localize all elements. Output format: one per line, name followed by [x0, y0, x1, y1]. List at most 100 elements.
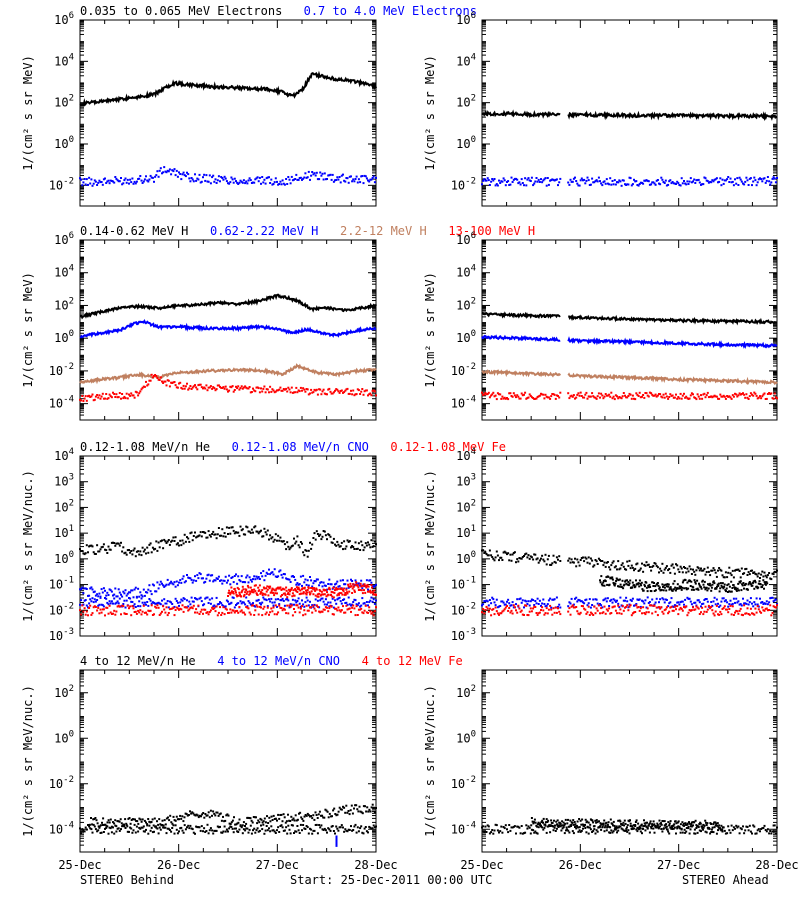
data-point	[301, 599, 303, 602]
data-point	[303, 827, 306, 830]
data-point	[187, 173, 190, 176]
data-point	[727, 611, 730, 614]
data-point	[754, 581, 757, 584]
data-point	[254, 605, 257, 608]
data-point	[230, 176, 233, 179]
data-point	[533, 605, 536, 608]
data-point	[181, 599, 184, 602]
data-point	[627, 606, 630, 609]
data-point	[88, 394, 91, 397]
data-point	[373, 390, 376, 393]
data-point	[195, 825, 198, 828]
data-point	[235, 610, 237, 613]
data-point	[502, 177, 505, 180]
data-point	[143, 601, 146, 604]
data-point	[694, 582, 697, 585]
data-point	[326, 393, 328, 396]
data-point	[352, 546, 355, 548]
data-point	[274, 604, 277, 607]
data-point	[644, 179, 647, 182]
data-point	[375, 825, 377, 828]
data-point	[286, 832, 289, 835]
data-point	[116, 542, 119, 545]
data-point	[569, 602, 572, 605]
data-point	[102, 587, 105, 590]
data-point	[168, 385, 171, 388]
data-point	[614, 600, 617, 603]
data-point	[646, 596, 649, 599]
data-point	[597, 557, 600, 560]
data-point	[327, 587, 330, 590]
data-point	[772, 605, 775, 608]
data-point	[326, 606, 328, 609]
data-point	[287, 591, 290, 594]
data-point	[726, 591, 729, 593]
data-point	[542, 598, 545, 601]
data-point	[318, 584, 321, 587]
data-point	[499, 605, 502, 607]
data-point	[125, 553, 128, 556]
data-point	[661, 562, 664, 565]
data-point	[504, 184, 507, 187]
data-point	[258, 829, 261, 832]
data-point	[280, 389, 283, 392]
data-point	[353, 394, 356, 397]
data-point	[307, 587, 310, 590]
data-point	[209, 609, 212, 612]
data-point	[335, 388, 338, 391]
data-point	[343, 583, 346, 586]
panel-frame	[481, 455, 778, 637]
data-point	[156, 170, 159, 173]
data-point	[281, 540, 284, 543]
data-point	[162, 605, 165, 608]
data-point	[527, 177, 530, 180]
data-point	[364, 591, 367, 594]
data-point	[205, 384, 208, 387]
data-point	[711, 396, 714, 399]
data-point	[622, 179, 625, 182]
data-point	[484, 551, 487, 554]
data-point	[120, 613, 122, 616]
data-point	[770, 392, 773, 395]
data-point	[104, 827, 106, 830]
data-point	[770, 578, 773, 581]
data-point	[197, 604, 200, 607]
data-point	[140, 179, 143, 182]
data-point	[134, 831, 137, 834]
data-point	[726, 601, 729, 604]
data-point	[668, 602, 671, 605]
data-point	[660, 606, 663, 609]
data-point	[634, 398, 637, 401]
data-point	[307, 170, 310, 173]
data-point	[162, 382, 165, 384]
data-point	[278, 570, 281, 573]
data-point	[518, 598, 521, 601]
data-point	[354, 599, 357, 602]
data-point	[339, 826, 342, 829]
data-point	[485, 553, 488, 555]
data-point	[634, 180, 637, 183]
data-point	[147, 604, 150, 607]
data-point	[338, 391, 341, 394]
data-point	[692, 588, 695, 591]
data-point	[353, 548, 356, 550]
data-point	[747, 184, 750, 186]
data-point	[118, 597, 121, 600]
data-point	[329, 390, 332, 393]
data-point	[94, 594, 97, 597]
data-point	[493, 395, 496, 398]
data-point	[735, 568, 738, 571]
data-point	[149, 599, 152, 602]
data-point	[146, 601, 149, 603]
data-point	[266, 829, 269, 832]
series-3	[79, 373, 377, 402]
data-point	[291, 179, 294, 182]
data-point	[290, 604, 293, 607]
data-point	[298, 583, 301, 586]
data-point	[85, 544, 88, 547]
data-point	[654, 183, 657, 186]
data-point	[188, 608, 191, 611]
data-point	[126, 830, 129, 833]
data-point	[280, 607, 283, 609]
data-point	[323, 593, 326, 596]
